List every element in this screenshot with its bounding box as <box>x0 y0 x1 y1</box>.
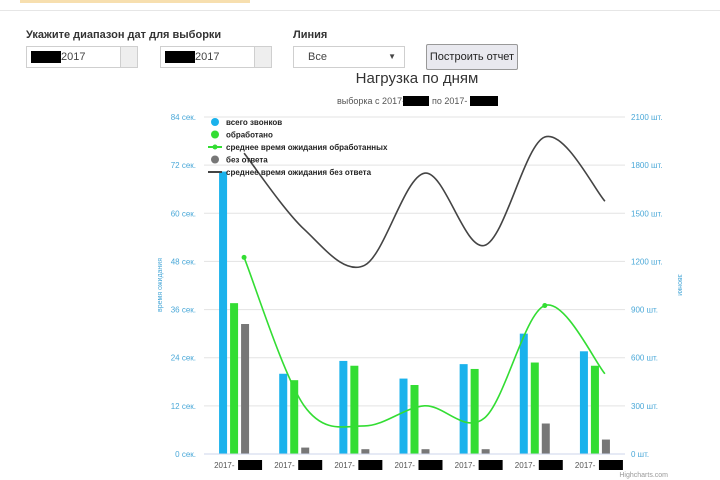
bar[interactable] <box>421 449 430 454</box>
header-divider <box>0 10 720 11</box>
legend-marker <box>212 144 218 150</box>
x-tick-label: 2017- <box>515 461 536 470</box>
date-from-picker-button[interactable] <box>120 47 137 67</box>
y-axis-right-title: звонки <box>676 274 683 296</box>
y-axis-right-ticks: 0 шт. 300 шт. 600 шт. 900 шт. 1200 шт. 1500 ш… <box>631 113 662 459</box>
y-axis-left-title: время ожидания <box>157 258 164 312</box>
redacted-mask <box>418 460 443 470</box>
y-right-tick-label: 2100 шт. <box>631 113 662 122</box>
build-report-button[interactable]: Построить отчет <box>426 44 518 70</box>
y-left-tick-label: 24 сек. <box>171 354 196 363</box>
legend-item[interactable]: обработано <box>226 131 273 140</box>
y-right-tick-label: 1200 шт. <box>631 257 662 266</box>
x-tick-label: 2017- <box>395 461 416 470</box>
y-right-tick-label: 300 шт. <box>631 402 658 411</box>
legend-item[interactable]: среднее время ожидания обработанных <box>226 143 388 152</box>
legend-marker <box>211 130 219 139</box>
date-from-value: 2017 <box>61 51 86 63</box>
bar[interactable] <box>519 333 528 454</box>
bar[interactable] <box>290 380 299 454</box>
redacted-mask <box>298 460 323 470</box>
y-left-tick-label: 84 сек. <box>171 113 196 122</box>
redacted-mask <box>403 96 429 106</box>
bar[interactable] <box>590 365 599 454</box>
series-line[interactable] <box>243 135 606 269</box>
bar[interactable] <box>601 439 610 454</box>
y-left-tick-label: 36 сек. <box>171 306 196 315</box>
legend-item[interactable]: всего звонков <box>226 118 282 127</box>
y-left-tick-label: 60 сек. <box>171 209 196 218</box>
y-right-tick-label: 1500 шт. <box>631 209 662 218</box>
y-left-tick-label: 12 сек. <box>171 402 196 411</box>
x-tick-label: 2017- <box>214 461 235 470</box>
bar[interactable] <box>410 384 419 454</box>
redacted-mask <box>165 51 195 64</box>
redacted-mask <box>538 460 563 470</box>
chart-subtitle: выборка с 2017- по 2017- <box>337 96 498 106</box>
y-right-tick-label: 600 шт. <box>631 354 658 363</box>
x-axis-ticks: 2017- 2017- 2017- 2017- 2017- 2017- 2017- <box>204 453 625 470</box>
legend-marker <box>211 118 219 126</box>
y-axis-left-ticks: 0 сек. 12 сек. 24 сек. 36 сек. 48 сек. 60 сек… <box>171 113 196 459</box>
line-select[interactable]: Все ▼ <box>293 46 405 68</box>
redacted-mask <box>478 460 503 470</box>
redacted-mask <box>31 51 61 64</box>
y-right-tick-label: 0 шт. <box>631 450 649 459</box>
redacted-mask <box>598 460 623 470</box>
x-tick-label: 2017- <box>274 461 295 470</box>
bar[interactable] <box>481 449 490 454</box>
date-to-value: 2017 <box>195 51 220 63</box>
bar-series <box>219 171 610 455</box>
chart-credits[interactable]: Highcharts.com <box>619 472 668 479</box>
bar[interactable] <box>530 362 539 454</box>
chart-legend: всего звонков обработано среднее время ожи… <box>208 118 388 177</box>
bar[interactable] <box>279 373 288 454</box>
legend-marker <box>211 155 219 164</box>
y-left-tick-label: 72 сек. <box>171 161 196 170</box>
legend-item[interactable]: среднее время ожидания без ответа <box>226 168 372 177</box>
bar[interactable] <box>579 351 588 454</box>
y-left-tick-label: 0 сек. <box>175 450 196 459</box>
x-tick-label: 2017- <box>575 461 596 470</box>
x-tick-label: 2017- <box>455 461 476 470</box>
y-right-tick-label: 900 шт. <box>631 306 658 315</box>
line-select-value: Все <box>308 51 327 63</box>
bar[interactable] <box>459 364 468 454</box>
bar[interactable] <box>541 423 550 454</box>
redacted-mask <box>358 460 383 470</box>
chart-title: Нагрузка по дням <box>356 70 479 87</box>
redacted-mask <box>470 96 498 106</box>
bar[interactable] <box>301 447 310 454</box>
x-tick-label: 2017- <box>334 461 355 470</box>
bar[interactable] <box>219 171 228 455</box>
y-right-tick-label: 1800 шт. <box>631 161 662 170</box>
y-left-tick-label: 48 сек. <box>171 257 196 266</box>
date-from-field[interactable]: 2017 <box>26 46 138 68</box>
bar[interactable] <box>470 368 479 454</box>
bar[interactable] <box>230 303 239 454</box>
redacted-mask <box>238 460 263 470</box>
line-series <box>241 135 606 428</box>
subtitle-prefix: выборка с 2017- <box>337 96 405 106</box>
bar[interactable] <box>241 324 250 454</box>
bar[interactable] <box>339 360 348 454</box>
top-accent-bar <box>20 0 250 3</box>
date-to-picker-button[interactable] <box>254 47 271 67</box>
legend-item[interactable]: без ответа <box>226 156 268 165</box>
line-label: Линия <box>293 29 328 41</box>
bar[interactable] <box>350 365 359 454</box>
line-point[interactable] <box>241 254 247 260</box>
chevron-down-icon: ▼ <box>388 52 396 61</box>
bar[interactable] <box>399 378 408 454</box>
date-range-label: Укажите диапазон дат для выборки <box>26 29 222 41</box>
subtitle-mid: по 2017- <box>432 96 467 106</box>
line-point[interactable] <box>542 303 548 309</box>
bar[interactable] <box>361 449 370 454</box>
date-to-field[interactable]: 2017 <box>160 46 272 68</box>
